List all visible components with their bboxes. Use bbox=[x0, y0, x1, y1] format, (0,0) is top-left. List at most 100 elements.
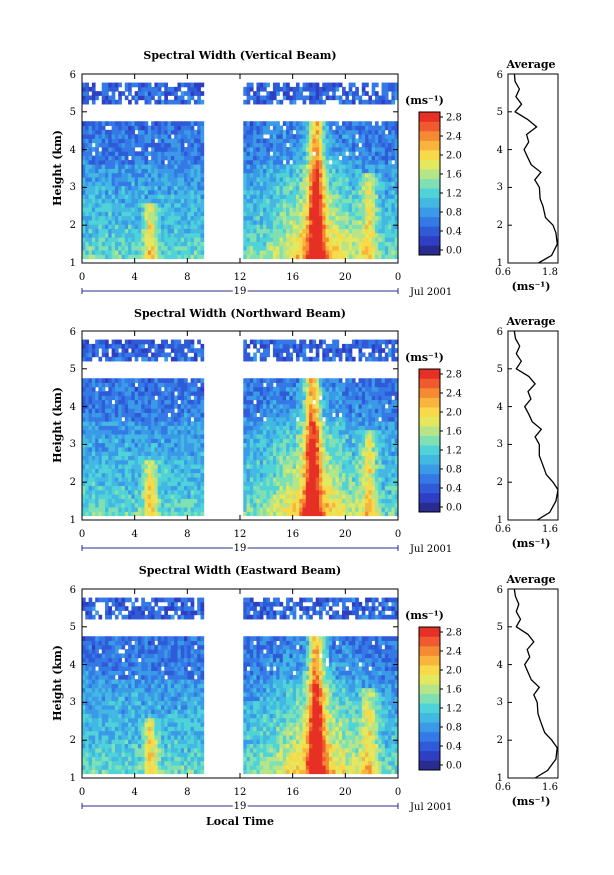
heatmap-cell bbox=[144, 241, 149, 247]
heatmap-cell bbox=[190, 502, 195, 508]
heatmap-cell bbox=[151, 434, 155, 439]
heatmap-cell bbox=[279, 202, 284, 208]
heatmap-cell bbox=[128, 459, 132, 465]
heatmap-cell bbox=[164, 382, 168, 388]
heatmap-cell bbox=[322, 164, 326, 169]
heatmap-cell bbox=[177, 185, 182, 191]
heatmap-cell bbox=[177, 224, 182, 230]
heatmap-cell bbox=[190, 142, 195, 148]
heatmap-cell bbox=[154, 481, 159, 487]
heatmap-cell bbox=[118, 451, 122, 456]
heatmap-cell bbox=[305, 185, 310, 191]
heatmap-cell bbox=[170, 159, 175, 165]
heatmap-cell bbox=[345, 181, 350, 187]
heatmap-cell bbox=[272, 477, 277, 482]
heatmap-cell bbox=[170, 86, 175, 92]
heatmap-cell bbox=[174, 215, 178, 221]
heatmap-cell bbox=[101, 121, 106, 126]
heatmap-cell bbox=[190, 485, 195, 491]
heatmap-cell bbox=[388, 189, 392, 195]
colorbar-swatch bbox=[419, 245, 440, 256]
heatmap-cell bbox=[381, 194, 386, 199]
heatmap-cell bbox=[200, 352, 205, 358]
heatmap-cell bbox=[361, 164, 366, 169]
heatmap-cell bbox=[295, 464, 300, 469]
heatmap-cell bbox=[131, 468, 136, 474]
heatmap-cell bbox=[269, 134, 274, 139]
heatmap-cell bbox=[286, 421, 290, 426]
heatmap-cell bbox=[197, 134, 201, 139]
heatmap-cell bbox=[131, 477, 136, 482]
heatmap-cell bbox=[381, 155, 386, 161]
heatmap-cell bbox=[177, 464, 182, 469]
heatmap-cell bbox=[272, 511, 277, 517]
heatmap-cell bbox=[243, 378, 247, 383]
heatmap-cell bbox=[269, 215, 274, 221]
heatmap-cell bbox=[269, 189, 274, 195]
heatmap-cell bbox=[276, 446, 280, 452]
heatmap-cell bbox=[95, 177, 99, 182]
heatmap-cell bbox=[292, 211, 297, 217]
heatmap-cell bbox=[101, 511, 106, 517]
x-tick-label: 0 bbox=[395, 272, 401, 283]
heatmap-cell bbox=[82, 159, 86, 165]
heatmap-cell bbox=[315, 185, 320, 191]
heatmap-cell bbox=[147, 211, 152, 217]
heatmap-cell bbox=[187, 404, 192, 409]
heatmap-cell bbox=[98, 224, 103, 230]
heatmap-cell bbox=[184, 502, 188, 508]
heatmap-cell bbox=[319, 202, 323, 208]
heatmap-cell bbox=[147, 99, 152, 105]
heatmap-cell bbox=[154, 485, 159, 491]
heatmap-cell bbox=[137, 224, 142, 230]
heatmap-cell bbox=[85, 168, 89, 174]
heatmap-cell bbox=[384, 232, 389, 238]
heatmap-cell bbox=[111, 237, 116, 242]
heatmap-cell bbox=[128, 442, 132, 448]
heatmap-cell bbox=[193, 382, 198, 388]
heatmap-cell bbox=[272, 241, 277, 247]
heatmap-cell bbox=[105, 147, 109, 152]
heatmap-cell bbox=[177, 446, 182, 452]
heatmap-cell bbox=[348, 159, 353, 165]
heatmap-cell bbox=[365, 172, 369, 178]
heatmap-cell bbox=[114, 189, 119, 195]
heatmap-cell bbox=[269, 168, 274, 174]
heatmap-cell bbox=[190, 228, 195, 234]
heatmap-cell bbox=[276, 142, 280, 148]
heatmap-cell bbox=[187, 159, 192, 165]
heatmap-cell bbox=[253, 224, 257, 230]
heatmap-cell bbox=[151, 421, 155, 426]
heatmap-cell bbox=[259, 391, 264, 396]
heatmap-cell bbox=[391, 207, 396, 212]
heatmap-cell bbox=[137, 416, 142, 422]
heatmap-cell bbox=[381, 185, 386, 191]
heatmap-cell bbox=[118, 142, 122, 148]
heatmap-cell bbox=[154, 386, 159, 392]
heatmap-cell bbox=[174, 189, 178, 195]
heatmap-cell bbox=[365, 232, 369, 238]
heatmap-cell bbox=[118, 82, 122, 88]
heatmap-cell bbox=[292, 451, 297, 456]
heatmap-cell bbox=[101, 91, 106, 96]
heatmap-cell bbox=[319, 189, 323, 195]
heatmap-cell bbox=[193, 477, 198, 482]
heatmap-cell bbox=[282, 451, 287, 456]
heatmap-cell bbox=[361, 181, 366, 187]
heatmap-cell bbox=[180, 416, 185, 422]
heatmap-cell bbox=[282, 232, 287, 238]
heatmap-cell bbox=[371, 207, 376, 212]
heatmap-cell bbox=[141, 151, 145, 157]
heatmap-cell bbox=[108, 185, 113, 191]
heatmap-cell bbox=[253, 442, 257, 448]
heatmap-cell bbox=[394, 232, 399, 238]
heatmap-cell bbox=[91, 245, 96, 251]
heatmap-cell bbox=[193, 147, 198, 152]
heatmap-cell bbox=[292, 125, 297, 131]
heatmap-cell bbox=[243, 121, 247, 126]
heatmap-cell bbox=[170, 434, 175, 439]
heatmap-cell bbox=[394, 138, 399, 144]
heatmap-cell bbox=[137, 198, 142, 204]
heatmap-cell bbox=[266, 352, 271, 358]
heatmap-cell bbox=[157, 82, 162, 88]
